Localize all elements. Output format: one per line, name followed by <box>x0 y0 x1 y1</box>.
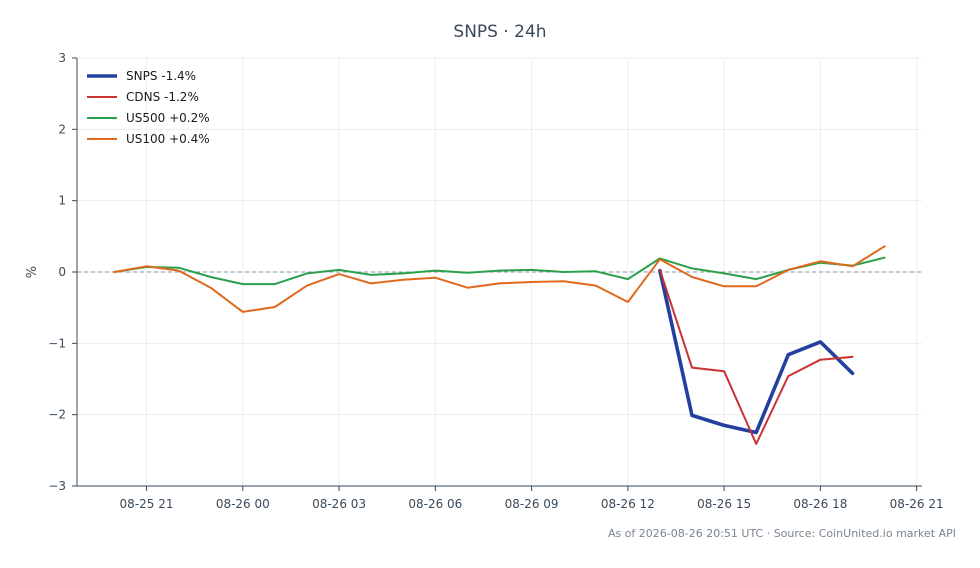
x-tick-label: 08-26 18 <box>793 497 847 511</box>
y-axis-label: % <box>25 266 40 278</box>
legend-label-1: SNPS -1.4% <box>126 69 196 83</box>
series-line-2 <box>658 268 854 445</box>
legend-label-2: CDNS -1.2% <box>126 90 199 104</box>
x-tick-label: 08-26 06 <box>408 497 462 511</box>
x-tick-label: 08-26 15 <box>697 497 751 511</box>
chart-footer-source: As of 2026-08-26 20:51 UTC · Source: Coi… <box>608 527 956 540</box>
legend: SNPS -1.4% CDNS -1.2% US500 +0.2% US100 +0.… <box>87 69 210 146</box>
series-line-1 <box>658 268 855 435</box>
y-tick-label: 1 <box>58 194 66 208</box>
legend-label-3: US500 +0.2% <box>126 111 210 125</box>
y-tick-label: 2 <box>58 122 66 136</box>
x-tick-label: 08-25 21 <box>120 497 174 511</box>
x-tick-label: 08-26 21 <box>890 497 944 511</box>
series-line-3 <box>113 256 886 286</box>
tick-labels: −3 −2 −1 0 1 2 3 08-25 21 08-26 00 08-26 03 08-26 … <box>48 51 943 511</box>
legend-label-4: US100 +0.4% <box>126 132 210 146</box>
series-lines <box>113 245 886 445</box>
y-tick-label: −2 <box>48 408 66 422</box>
x-tick-label: 08-26 00 <box>216 497 270 511</box>
y-tick-label: 3 <box>58 51 66 65</box>
x-tick-label: 08-26 03 <box>312 497 366 511</box>
y-tick-label: −3 <box>48 479 66 493</box>
chart-title: SNPS · 24h <box>453 22 546 42</box>
x-tick-label: 08-26 09 <box>505 497 559 511</box>
y-tick-label: −1 <box>48 336 66 350</box>
x-tick-label: 08-26 12 <box>601 497 655 511</box>
series-line-4 <box>113 245 886 313</box>
y-tick-label: 0 <box>58 265 66 279</box>
